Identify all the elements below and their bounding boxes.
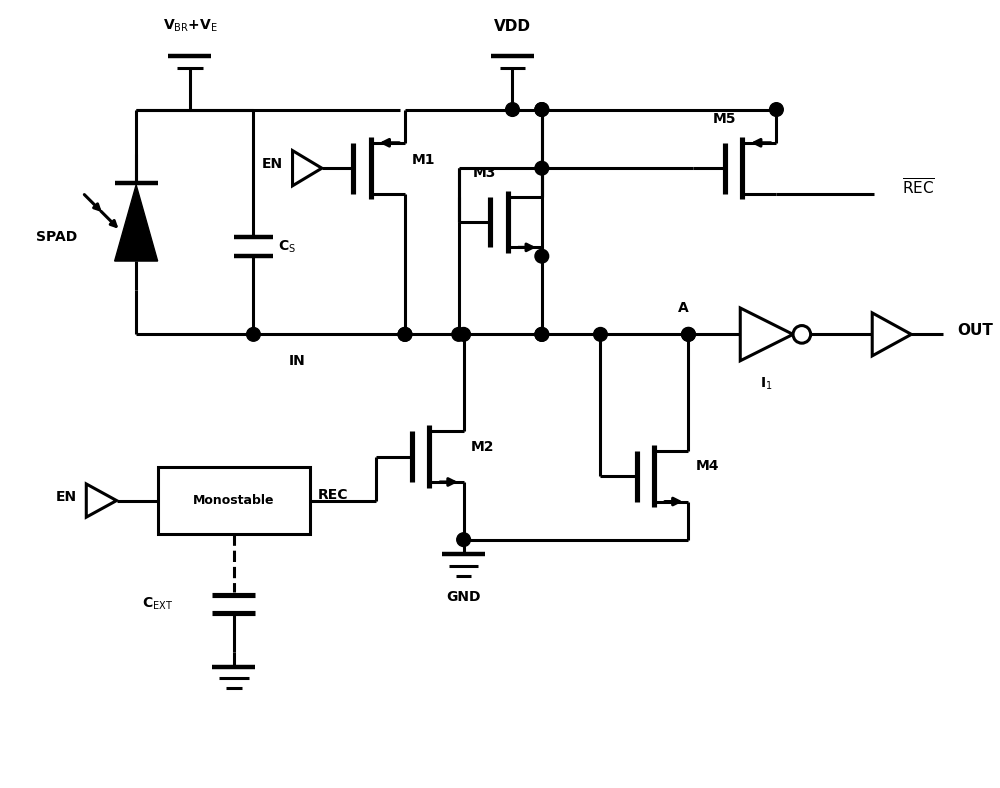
- Circle shape: [594, 328, 607, 341]
- Text: EN: EN: [262, 158, 283, 171]
- Text: EN: EN: [55, 489, 77, 504]
- Bar: [158, 467, 310, 533]
- Text: GND: GND: [446, 590, 481, 604]
- Circle shape: [535, 102, 549, 117]
- Circle shape: [398, 328, 412, 341]
- Text: M1: M1: [412, 154, 435, 167]
- Circle shape: [398, 328, 412, 341]
- Text: C$_{\rm EXT}$: C$_{\rm EXT}$: [142, 596, 173, 612]
- Polygon shape: [740, 308, 793, 361]
- Circle shape: [452, 328, 466, 341]
- Text: I$_1$: I$_1$: [760, 375, 773, 392]
- Circle shape: [506, 102, 519, 117]
- Circle shape: [535, 328, 549, 341]
- Text: C$_{\rm S}$: C$_{\rm S}$: [278, 238, 296, 255]
- Circle shape: [535, 102, 549, 117]
- Text: V$_{\rm BR}$+V$_{\rm E}$: V$_{\rm BR}$+V$_{\rm E}$: [163, 18, 217, 34]
- Text: $\overline{\mathrm{REC}}$: $\overline{\mathrm{REC}}$: [902, 177, 935, 198]
- Circle shape: [793, 325, 811, 343]
- Polygon shape: [293, 151, 322, 186]
- Text: Monostable: Monostable: [193, 494, 275, 507]
- Circle shape: [682, 328, 695, 341]
- Text: REC: REC: [317, 488, 348, 502]
- Circle shape: [457, 328, 470, 341]
- Circle shape: [535, 328, 549, 341]
- Circle shape: [682, 328, 695, 341]
- Text: OUT: OUT: [957, 323, 993, 338]
- Circle shape: [535, 249, 549, 263]
- Polygon shape: [115, 185, 158, 261]
- Text: SPAD: SPAD: [36, 229, 77, 243]
- Text: M3: M3: [472, 166, 496, 180]
- Text: M2: M2: [470, 440, 494, 454]
- Text: M5: M5: [713, 113, 736, 126]
- Text: M4: M4: [695, 459, 719, 474]
- Polygon shape: [872, 313, 911, 356]
- Circle shape: [457, 533, 470, 547]
- Circle shape: [770, 102, 783, 117]
- Polygon shape: [86, 484, 117, 517]
- Circle shape: [535, 162, 549, 175]
- Text: A: A: [678, 301, 689, 315]
- Circle shape: [247, 328, 260, 341]
- Text: IN: IN: [289, 354, 306, 368]
- Text: VDD: VDD: [494, 19, 531, 34]
